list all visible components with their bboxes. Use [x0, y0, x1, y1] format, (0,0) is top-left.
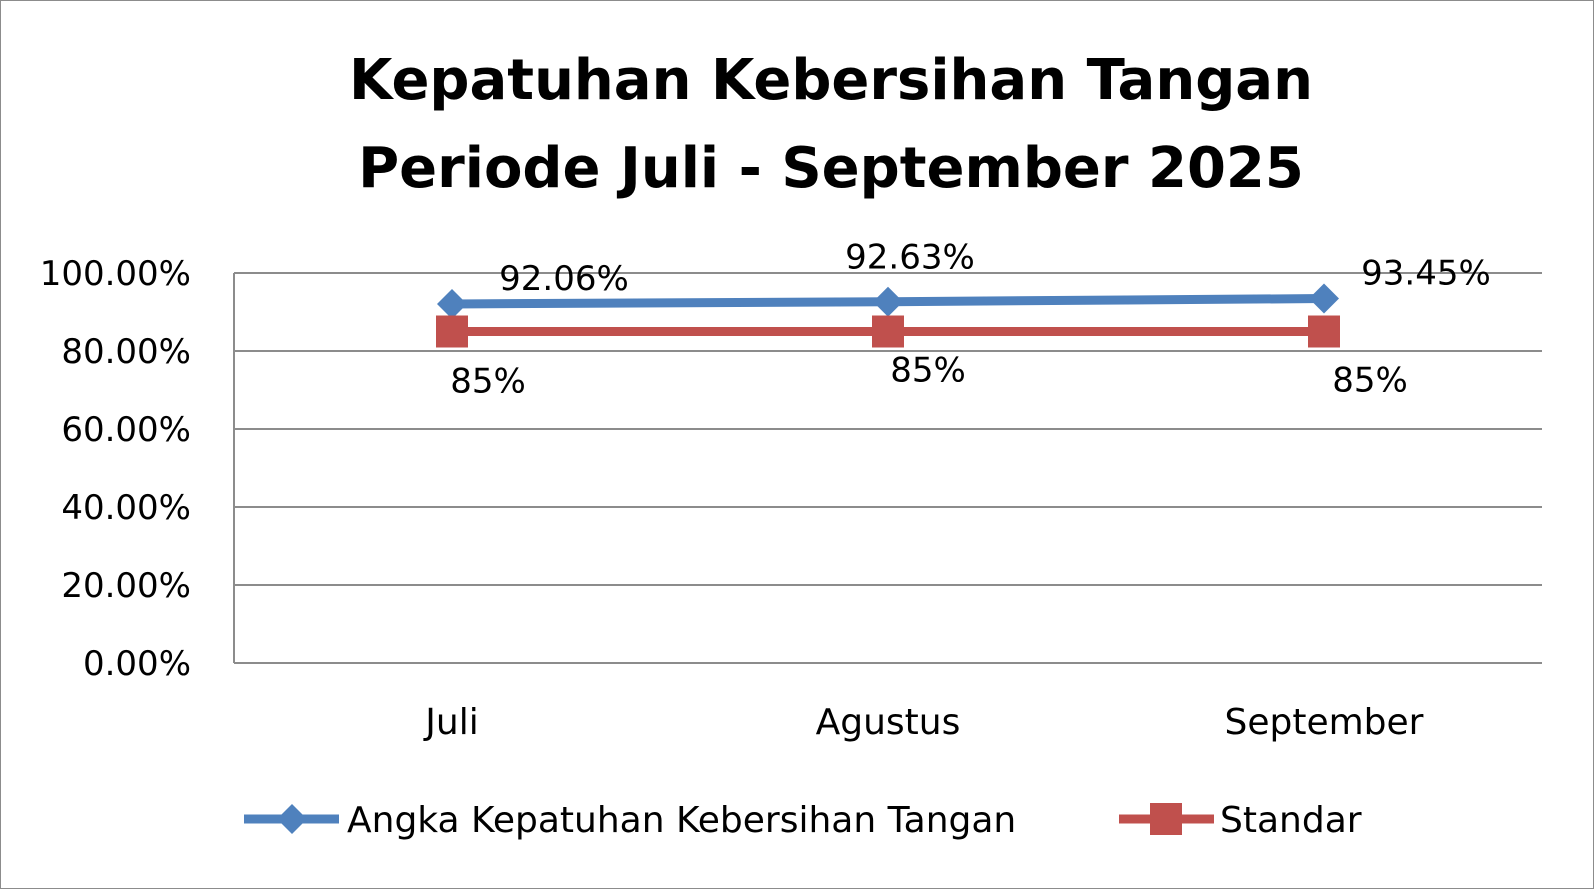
y-tick-label: 40.00% [61, 488, 191, 528]
x-axis-category-labels: Juli Agustus September [423, 702, 1423, 743]
y-tick-label: 20.00% [61, 566, 191, 606]
gridlines [234, 272, 1542, 586]
data-label: 92.06% [499, 259, 629, 299]
data-point-marker [873, 286, 903, 317]
y-axis-tick-labels: 0.00% 20.00% 40.00% 60.00% 80.00% 100.00% [40, 254, 191, 684]
x-category-label: Agustus [816, 702, 961, 743]
x-category-label: Juli [423, 702, 478, 743]
chart-title-line-2: Periode Juli - September 2025 [358, 136, 1304, 201]
data-point-marker [1308, 315, 1340, 348]
chart-title: Kepatuhan Kebersihan Tangan Periode Juli… [349, 48, 1313, 201]
data-label: 85% [1332, 361, 1408, 401]
legend-label: Standar [1220, 800, 1362, 841]
legend: Angka Kepatuhan Kebersihan Tangan Standar [244, 800, 1362, 841]
data-labels: 92.06% 92.63% 93.45% 85% 85% 85% [450, 238, 1491, 402]
y-tick-label: 80.00% [61, 332, 191, 372]
y-tick-label: 100.00% [40, 254, 191, 294]
legend-label: Angka Kepatuhan Kebersihan Tangan [347, 800, 1016, 841]
data-point-marker [436, 315, 468, 348]
data-label: 85% [890, 351, 966, 391]
data-label: 93.45% [1361, 254, 1491, 294]
legend-item-standar: Standar [1119, 800, 1362, 841]
y-tick-label: 60.00% [61, 410, 191, 450]
legend-item-kepatuhan: Angka Kepatuhan Kebersihan Tangan [244, 800, 1016, 841]
data-point-marker [1309, 283, 1339, 314]
legend-marker [1150, 803, 1182, 835]
series-lines [436, 283, 1340, 348]
axes [233, 273, 1542, 664]
chart-title-line-1: Kepatuhan Kebersihan Tangan [349, 48, 1313, 113]
data-point-marker [437, 288, 467, 319]
data-point-marker [872, 315, 904, 348]
data-label: 85% [450, 362, 526, 402]
x-category-label: September [1225, 702, 1424, 743]
data-label: 92.63% [845, 238, 975, 278]
y-tick-label: 0.00% [83, 644, 191, 684]
legend-marker [277, 804, 307, 834]
